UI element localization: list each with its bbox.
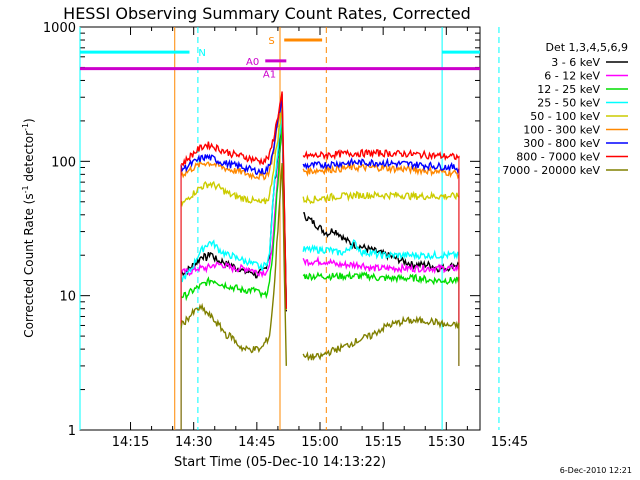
y-axis-label-sup1: -1 (21, 185, 30, 193)
legend-label: 3 - 6 keV (551, 56, 600, 69)
vertical-markers (79, 27, 500, 430)
axis-ticks (80, 26, 480, 431)
x-tick-label: 14:45 (238, 435, 275, 450)
series-line (180, 123, 287, 309)
series-line (302, 157, 460, 175)
series-line (180, 163, 287, 366)
series-line (302, 270, 460, 286)
legend-label: 100 - 300 keV (523, 124, 600, 137)
series-line (302, 239, 460, 261)
series-line (180, 107, 287, 311)
y-tick-label: 1 (68, 424, 76, 439)
y-tick-labels: 1 10 100 1000 (43, 21, 76, 439)
legend-label: 300 - 800 keV (523, 137, 600, 150)
x-tick-label: 14:15 (112, 435, 149, 450)
y-axis-label-main: Corrected Count Rate (s (22, 193, 36, 337)
legend-label: 25 - 50 keV (537, 97, 600, 110)
y-tick-label: 100 (51, 155, 76, 170)
annotations: N A0 A1 S (80, 36, 480, 81)
series-line (302, 255, 460, 275)
series-line (180, 106, 287, 309)
legend-label: 7000 - 20000 keV (502, 164, 600, 177)
series-line (302, 315, 460, 362)
y-axis-label-end: ) (22, 118, 36, 123)
x-tick-label: 15:15 (364, 435, 401, 450)
legend-label: 12 - 25 keV (537, 83, 600, 96)
annotation-label: S (268, 36, 274, 47)
y-tick-label: 10 (59, 290, 76, 305)
series-line (302, 148, 460, 162)
series-line (302, 190, 460, 205)
x-tick-label: 15:00 (301, 435, 338, 450)
series-line (180, 99, 287, 309)
annotation-label: N (198, 48, 205, 59)
legend-label: 50 - 100 keV (530, 110, 600, 123)
x-tick-label: 15:45 (491, 435, 528, 450)
annotation-label: A0 (246, 57, 259, 68)
series-line (180, 91, 287, 309)
x-tick-label: 15:30 (428, 435, 465, 450)
series-line (180, 94, 287, 309)
y-axis-label: Corrected Count Rate (s-1 detector-1) (21, 118, 36, 337)
legend-title: Det 1,3,4,5,6,9 (545, 41, 628, 54)
x-tick-label: 14:30 (175, 435, 212, 450)
y-axis-label-mid: detector (22, 131, 36, 186)
legend-label: 800 - 7000 keV (516, 151, 600, 164)
series-group (180, 91, 460, 430)
x-axis-label: Start Time (05-Dec-10 14:13:22) (174, 455, 386, 470)
legend-label: 6 - 12 keV (544, 70, 600, 83)
annotation-label: A1 (263, 70, 276, 81)
y-axis-label-sup2: -1 (21, 123, 30, 131)
x-tick-labels: 14:15 14:30 14:45 15:00 15:15 15:30 15:45 (112, 435, 528, 450)
y-tick-label: 1000 (43, 21, 76, 36)
series-line (180, 120, 287, 311)
chart-title: HESSI Observing Summary Count Rates, Cor… (63, 4, 471, 23)
timestamp: 6-Dec-2010 12:21 (560, 466, 632, 475)
